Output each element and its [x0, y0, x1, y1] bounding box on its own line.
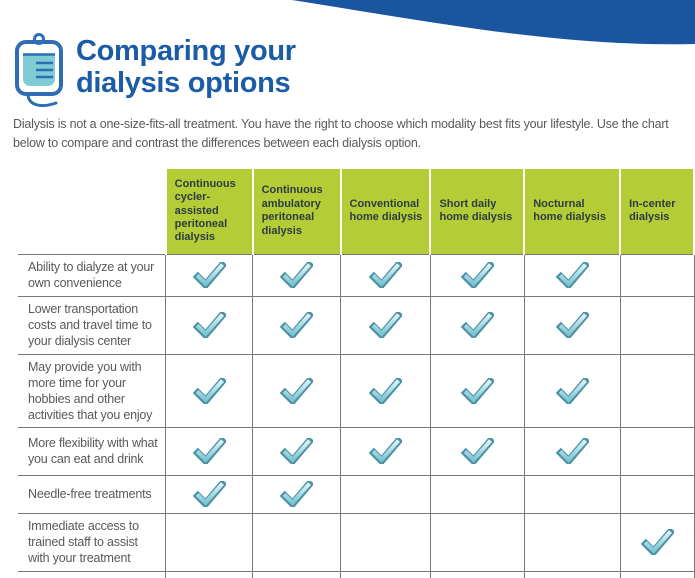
- table-row: Immediate access to trained staff to ass…: [18, 512, 695, 572]
- feature-cell: [165, 295, 254, 355]
- page-title-line1: Comparing your: [76, 35, 296, 67]
- checkmark-icon: [555, 377, 589, 404]
- feature-cell: [619, 295, 695, 355]
- row-label: Immediate access to trained staff to ass…: [18, 512, 167, 572]
- feature-cell: [619, 570, 695, 578]
- row-label: Ability to dialyze at your own convenien…: [18, 253, 167, 297]
- table-row: Ability to dialyze at your own convenien…: [18, 253, 695, 297]
- checkmark-icon: [192, 312, 226, 338]
- feature-cell: [340, 253, 431, 297]
- feature-cell: [252, 353, 341, 428]
- feature-cell: [252, 474, 341, 514]
- feature-cell: [340, 570, 431, 578]
- feature-cell: [165, 474, 254, 514]
- intro-paragraph: Dialysis is not a one-size-fits-all trea…: [13, 117, 669, 151]
- feature-cell: [165, 353, 254, 428]
- checkmark-icon: [280, 438, 314, 464]
- feature-cell: [523, 474, 621, 514]
- feature-cell: [523, 512, 621, 572]
- feature-cell: [619, 512, 695, 572]
- feature-cell: [523, 426, 621, 476]
- checkmark-icon: [555, 312, 589, 338]
- feature-cell: [523, 570, 621, 578]
- checkmark-icon: [192, 262, 226, 288]
- checkmark-icon: [460, 312, 494, 338]
- feature-cell: [429, 570, 525, 578]
- checkmark-icon: [640, 529, 674, 555]
- table-corner-cell: [18, 168, 166, 255]
- checkmark-icon: [460, 262, 494, 288]
- feature-cell: [165, 512, 254, 572]
- row-label: Lower transportation costs and travel ti…: [18, 295, 167, 355]
- feature-cell: [429, 295, 525, 355]
- feature-cell: [619, 474, 695, 514]
- column-header: Conventional home dialysis: [339, 167, 432, 255]
- feature-cell: [523, 295, 621, 355]
- feature-cell: [619, 426, 695, 476]
- feature-cell: [252, 426, 341, 476]
- checkmark-icon: [280, 481, 314, 507]
- column-header: Continuous ambulatory peritoneal dialysi…: [251, 167, 342, 255]
- checkmark-icon: [368, 377, 402, 404]
- feature-cell: [429, 353, 525, 428]
- comparison-table: Continuous cycler-assisted peritoneal di…: [18, 167, 695, 578]
- checkmark-icon: [460, 438, 494, 464]
- column-header: In-center dialysis: [619, 167, 695, 255]
- checkmark-icon: [555, 262, 589, 288]
- row-label: May provide you with more time for your …: [18, 353, 167, 428]
- checkmark-icon: [555, 438, 589, 464]
- checkmark-icon: [368, 262, 402, 288]
- table-row: Lower transportation costs and travel ti…: [18, 295, 695, 355]
- iv-bag-icon: [15, 33, 63, 108]
- checkmark-icon: [192, 481, 226, 507]
- feature-cell: [523, 353, 621, 428]
- checkmark-icon: [280, 377, 314, 404]
- feature-cell: [523, 253, 621, 297]
- row-label: Needle-free treatments: [18, 474, 167, 514]
- feature-cell: [619, 353, 695, 428]
- feature-cell: [429, 253, 525, 297]
- feature-cell: [340, 426, 431, 476]
- checkmark-icon: [280, 312, 314, 338]
- checkmark-icon: [192, 377, 226, 404]
- feature-cell: [165, 253, 254, 297]
- feature-cell: [165, 426, 254, 476]
- table-header-row: Continuous cycler-assisted peritoneal di…: [18, 167, 695, 255]
- feature-cell: [429, 426, 525, 476]
- column-header: Nocturnal home dialysis: [523, 167, 622, 255]
- top-right-swoosh: [292, 0, 695, 45]
- checkmark-icon: [192, 438, 226, 464]
- page-title: Comparing your dialysis options: [76, 35, 296, 100]
- feature-cell: [340, 512, 431, 572]
- feature-cell: [619, 253, 695, 297]
- page-title-line2: dialysis options: [76, 67, 291, 100]
- checkmark-icon: [368, 312, 402, 338]
- feature-cell: [429, 512, 525, 572]
- checkmark-icon: [368, 438, 402, 464]
- feature-cell: [429, 474, 525, 514]
- feature-cell: [252, 253, 341, 297]
- feature-cell: [340, 295, 431, 355]
- feature-cell: [165, 570, 254, 578]
- feature-cell: [252, 570, 341, 578]
- feature-cell: [252, 295, 341, 355]
- table-row: May provide you with more time for your …: [18, 353, 695, 428]
- table-row: Needle-free treatments: [18, 474, 695, 514]
- column-header: Continuous cycler-assisted peritoneal di…: [164, 167, 254, 255]
- feature-cell: [340, 474, 431, 514]
- checkmark-icon: [460, 377, 494, 404]
- feature-cell: [340, 353, 431, 428]
- checkmark-icon: [280, 262, 314, 288]
- table-row: [18, 570, 695, 578]
- column-header: Short daily home dialysis: [429, 167, 526, 255]
- table-row: More flexibility with what you can eat a…: [18, 426, 695, 476]
- row-label: More flexibility with what you can eat a…: [18, 426, 167, 476]
- feature-cell: [252, 512, 341, 572]
- row-label: [18, 570, 167, 578]
